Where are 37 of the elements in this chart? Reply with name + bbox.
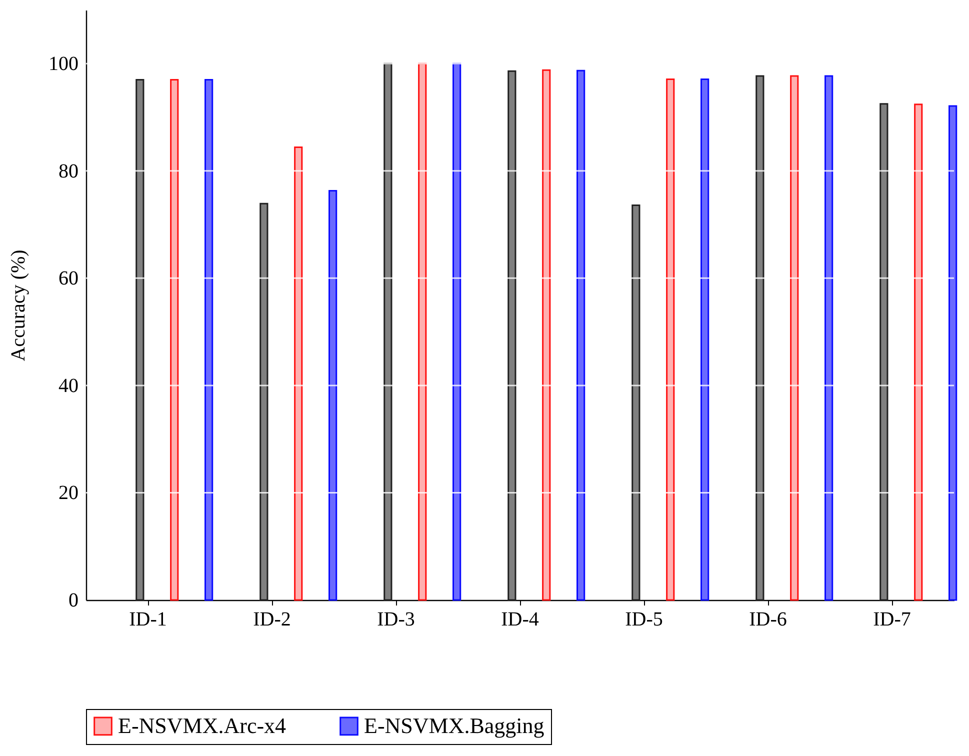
x-tick-label: ID-5 [625, 608, 663, 630]
x-tick-label: ID-1 [129, 608, 167, 630]
bar [384, 62, 392, 601]
y-tick-label: 0 [68, 590, 78, 612]
x-tick-label: ID-7 [873, 608, 911, 630]
bar [700, 78, 710, 601]
y-tick-label: 40 [58, 374, 78, 397]
bar [328, 190, 338, 601]
legend-label: E-NSVMX.Bagging [364, 713, 544, 738]
bar [294, 146, 303, 601]
y-tick-label: 20 [58, 482, 78, 504]
y-tick-label: 80 [58, 160, 78, 182]
bar [542, 69, 551, 601]
legend-label: E-NSVMX.Arc-x4 [118, 713, 286, 738]
bar [790, 75, 799, 601]
y-tick-label: 60 [58, 268, 78, 290]
bar [204, 78, 214, 601]
bar [136, 78, 144, 601]
bar [452, 62, 462, 601]
x-tick-label: ID-3 [377, 608, 415, 630]
x-tick-label: ID-2 [253, 608, 291, 630]
bar [756, 75, 764, 601]
bar [632, 204, 640, 601]
bar [666, 78, 675, 601]
bar [576, 70, 586, 601]
bar [880, 103, 888, 601]
y-tick-label: 100 [48, 53, 78, 76]
bar [914, 104, 923, 601]
x-tick-label: ID-4 [501, 608, 539, 630]
bar [508, 70, 516, 601]
bar [170, 78, 179, 601]
y-axis-title: Accuracy (%) [8, 250, 30, 362]
x-tick-label: ID-6 [749, 608, 787, 630]
bar [948, 105, 958, 601]
bar [418, 62, 427, 601]
bar [260, 202, 268, 601]
bar [824, 75, 834, 601]
